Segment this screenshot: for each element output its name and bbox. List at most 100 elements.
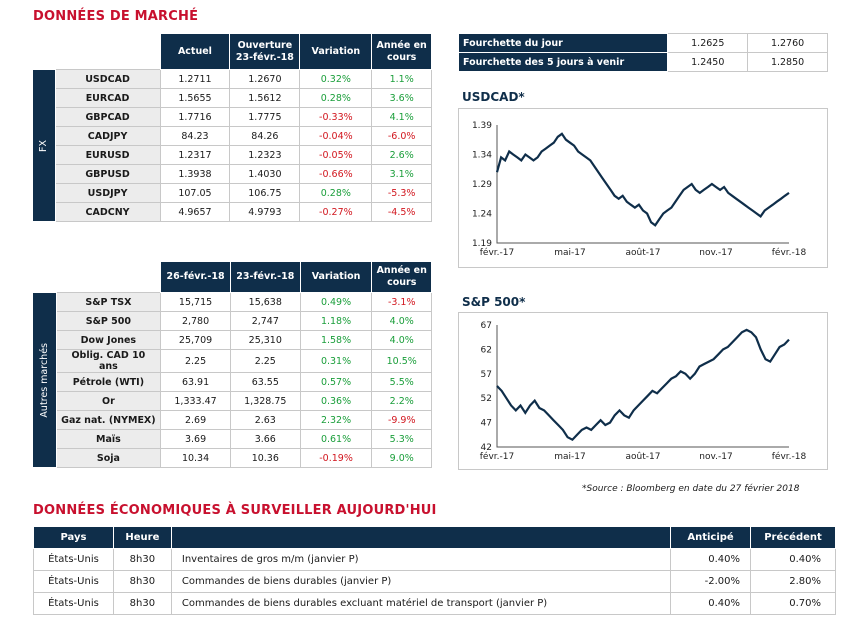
table-row: Autres marchés S&P TSX 15,715 15,638 0.49% -3… [32, 292, 432, 468]
fx-col-variation: Variation [299, 33, 373, 70]
row-ytd: -6.0% [371, 126, 432, 146]
row-ytd: -4.5% [371, 202, 432, 222]
other-col-variation: Variation [299, 261, 373, 293]
row-label: Or [55, 391, 162, 411]
row-value-1: 1,333.47 [160, 391, 231, 411]
row-value-1: 10.34 [160, 448, 231, 468]
row-variation: 0.57% [299, 372, 373, 392]
row-variation: 0.61% [299, 429, 373, 449]
row-value-1: 25,709 [160, 330, 231, 350]
econ-anticipe: 0.40% [670, 592, 751, 615]
row-ouverture: 106.75 [229, 183, 301, 203]
sp500-y-tick: 57 [481, 370, 492, 380]
row-variation: -0.66% [299, 164, 373, 184]
usdcad-chart-frame: 1.39 1.34 1.29 1.24 1.19 févr.-17 mai-17 août-1… [458, 108, 828, 268]
row-label: GBPUSD [54, 164, 161, 184]
row-variation: -0.19% [299, 448, 373, 468]
table-row: GBPUSD 1.3938 1.4030 -0.66% 3.1% [33, 164, 432, 184]
other-col-ytd: Année en cours [371, 261, 432, 293]
row-label: Dow Jones [55, 330, 162, 350]
other-markets-table: 26-févr.-18 23-févr.-18 Variation Année … [32, 261, 432, 468]
row-ouverture: 1.2323 [229, 145, 301, 165]
usdcad-x-tick: févr.-18 [772, 247, 807, 258]
usdcad-x-tick: mai-17 [554, 248, 585, 258]
row-actuel: 4.9657 [159, 202, 231, 222]
econ-event: Inventaires de gros m/m (janvier P) [170, 548, 672, 571]
row-ouverture: 1.2670 [229, 69, 301, 89]
row-value-2: 2,747 [229, 311, 301, 331]
row-value-2: 3.66 [229, 429, 301, 449]
usdcad-x-tick: août-17 [626, 248, 661, 258]
row-value-2: 25,310 [229, 330, 301, 350]
econ-event: Commandes de biens durables excluant mat… [170, 592, 672, 615]
row-ytd: 5.5% [371, 372, 432, 392]
table-row: Pétrole (WTI) 63.91 63.55 0.57% 5.5% [33, 372, 432, 392]
sp500-y-tick: 42 [481, 443, 492, 453]
row-ytd: 10.5% [371, 349, 432, 373]
usdcad-y-tick: 1.24 [472, 210, 492, 220]
row-label: Gaz nat. (NYMEX) [55, 410, 162, 430]
sp500-y-tick: 52 [481, 394, 492, 404]
row-value-1: 2,780 [160, 311, 231, 331]
table-row: États-Unis 8h30 Inventaires de gros m/m (j… [33, 548, 836, 571]
econ-pays: États-Unis [33, 548, 114, 571]
table-row: CADCNY 4.9657 4.9793 -0.27% -4.5% [33, 202, 432, 222]
row-value-1: 63.91 [160, 372, 231, 392]
row-ouverture: 1.5612 [229, 88, 301, 108]
fx-col-actuel: Actuel [159, 33, 231, 70]
row-value-2: 2.63 [229, 410, 301, 430]
row-ouverture: 84.26 [229, 126, 301, 146]
usdcad-x-tick: nov.-17 [699, 248, 732, 258]
row-variation: 0.36% [299, 391, 373, 411]
row-variation: 1.18% [299, 311, 373, 331]
row-ouverture: 4.9793 [229, 202, 301, 222]
sp500-x-tick: nov.-17 [699, 452, 732, 462]
econ-precedent: 2.80% [750, 570, 836, 593]
table-row: Or 1,333.47 1,328.75 0.36% 2.2% [33, 391, 432, 411]
table-row: S&P 500 2,780 2,747 1.18% 4.0% [33, 311, 432, 331]
row-actuel: 1.2711 [159, 69, 231, 89]
row-value-2: 10.36 [229, 448, 301, 468]
row-label: USDJPY [54, 183, 161, 203]
row-variation: 0.31% [299, 349, 373, 373]
econ-heure: 8h30 [112, 592, 172, 615]
sp500-x-tick: févr.-18 [772, 451, 807, 462]
table-row: USDJPY 107.05 106.75 0.28% -5.3% [33, 183, 432, 203]
table-row: Dow Jones 25,709 25,310 1.58% 4.0% [33, 330, 432, 350]
row-variation: 0.28% [299, 183, 373, 203]
usdcad-axes [496, 125, 789, 244]
row-label: CADCNY [54, 202, 161, 222]
econ-anticipe: 0.40% [670, 548, 751, 571]
row-label: Soja [55, 448, 162, 468]
sp500-axes [496, 325, 789, 448]
table-row: FX USDCAD 1.2711 1.2670 0.32% 1.1% [32, 69, 432, 222]
usdcad-y-tick: 1.29 [472, 180, 492, 190]
other-side-label: Autres marchés [32, 292, 57, 468]
row-value-1: 15,715 [160, 292, 231, 312]
other-side-text: Autres marchés [38, 342, 50, 418]
sp500-y-tick: 67 [481, 321, 492, 331]
table-row: Maïs 3.69 3.66 0.61% 5.3% [33, 429, 432, 449]
row-value-1: 2.69 [160, 410, 231, 430]
row-variation: 0.49% [299, 292, 373, 312]
row-value-2: 1,328.75 [229, 391, 301, 411]
range-day-high: 1.2760 [747, 33, 828, 53]
row-variation: 1.58% [299, 330, 373, 350]
econ-col-pays: Pays [33, 526, 114, 549]
table-row: États-Unis 8h30 Commandes de biens durable… [33, 570, 836, 593]
range-5d-label: Fourchette des 5 jours à venir [457, 52, 669, 72]
row-ytd: 5.3% [371, 429, 432, 449]
row-variation: 0.28% [299, 88, 373, 108]
table-row: GBPCAD 1.7716 1.7775 -0.33% 4.1% [33, 107, 432, 127]
row-label: USDCAD [54, 69, 161, 89]
row-ytd: 3.6% [371, 88, 432, 108]
row-actuel: 1.2317 [159, 145, 231, 165]
usdcad-y-tick: 1.34 [472, 151, 492, 161]
range-table: Fourchette du jour 1.2625 1.2760 Fourche… [457, 33, 828, 72]
range-day-low: 1.2625 [667, 33, 749, 53]
row-label: EURCAD [54, 88, 161, 108]
econ-heure: 8h30 [112, 570, 172, 593]
row-variation: -0.27% [299, 202, 373, 222]
sp500-y-tick: 47 [481, 419, 492, 429]
row-ytd: 4.0% [371, 311, 432, 331]
